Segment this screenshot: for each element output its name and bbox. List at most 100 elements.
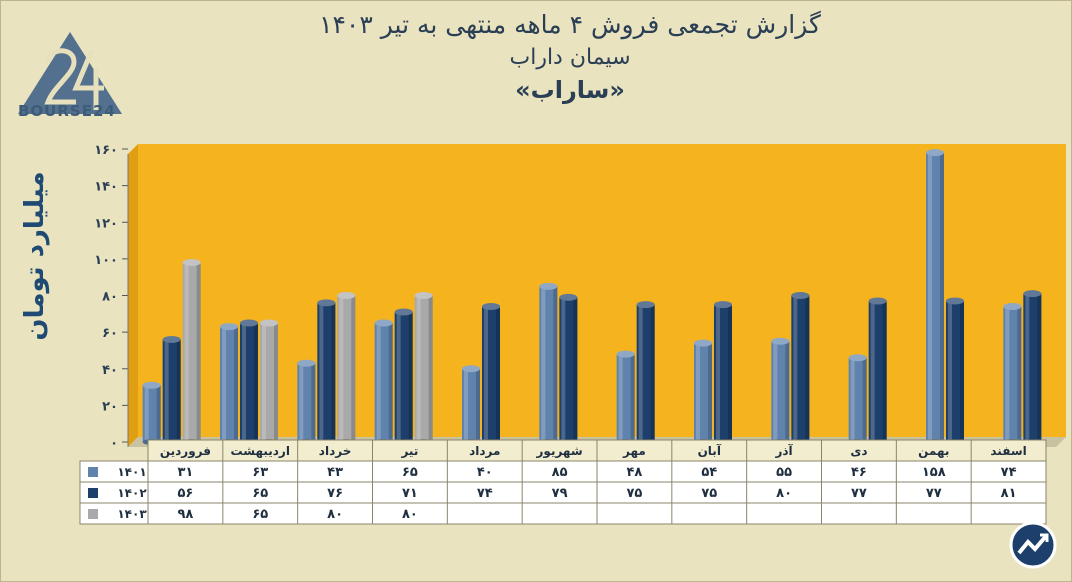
data-label: ۳۱ — [177, 465, 193, 480]
y-tick-label: ۲۰ — [102, 399, 118, 414]
data-label: ۸۰ — [402, 507, 418, 522]
bar-highlight — [396, 311, 401, 442]
bar-highlight — [696, 343, 700, 442]
data-label: ۸۵ — [552, 465, 568, 480]
y-tick-label: ۱۴۰ — [94, 180, 118, 195]
data-label: ۷۷ — [926, 486, 942, 501]
data-label: ۶۵ — [402, 465, 418, 480]
logo-text: BOURSE24 — [18, 102, 116, 120]
y-tick-label: ۶۰ — [102, 326, 118, 341]
data-label: ۷۷ — [851, 486, 867, 501]
y-tick-label: ۴۰ — [102, 363, 118, 378]
bar-shade — [351, 295, 356, 442]
legend-label: ۱۴۰۱ — [117, 465, 146, 479]
data-label: ۸۰ — [327, 507, 343, 522]
legend-label: ۱۴۰۲ — [117, 486, 147, 500]
bar-highlight — [339, 295, 344, 442]
data-label: ۸۱ — [1001, 486, 1017, 501]
bar-shade — [176, 339, 181, 442]
data-label: ۴۸ — [626, 465, 642, 480]
data-label: ۶۵ — [252, 486, 268, 501]
bar-top — [714, 301, 732, 309]
bar-shade — [1017, 306, 1022, 442]
data-label: ۷۵ — [626, 486, 642, 501]
bourse24-logo-icon — [18, 32, 122, 114]
category-label: آذر — [774, 443, 793, 458]
data-label: ۵۵ — [776, 465, 792, 480]
legend-label: ۱۴۰۳ — [117, 507, 147, 521]
bar-highlight — [484, 306, 488, 442]
bar-top — [240, 319, 258, 327]
bar-shade — [785, 341, 790, 442]
bar-top — [220, 323, 238, 331]
category-label: دی — [850, 444, 867, 458]
bar-top — [374, 319, 393, 327]
plot-side-wall — [128, 144, 138, 447]
bar-shade — [388, 322, 393, 442]
data-label: ۵۶ — [177, 486, 193, 501]
bar-shade — [254, 322, 258, 442]
bar-shade — [862, 357, 867, 442]
legend-swatch — [88, 467, 98, 477]
bar-top — [1023, 290, 1042, 298]
bar-top — [317, 299, 336, 307]
data-label: ۷۹ — [552, 486, 568, 501]
y-tick-label: ۱۶۰ — [94, 143, 118, 158]
bar-shade — [630, 354, 635, 442]
title-line-3: «ساراب» — [515, 76, 625, 104]
bar-highlight — [319, 302, 324, 442]
bar-highlight — [716, 304, 720, 442]
data-label: ۴۶ — [851, 465, 867, 480]
legend-swatch — [88, 509, 98, 519]
data-label: ۵۴ — [701, 465, 717, 480]
bar-highlight — [541, 286, 546, 442]
bar-shade — [196, 262, 201, 442]
title-line-1: گزارش تجمعی فروش ۴ ماهه منتهی به تیر ۱۴۰… — [319, 10, 821, 39]
bar-top — [1003, 302, 1022, 310]
bar-top — [297, 359, 316, 367]
bar-shade — [331, 302, 336, 442]
plot-area — [138, 144, 1066, 437]
data-label: ۷۵ — [701, 486, 717, 501]
bar-shade — [960, 300, 964, 442]
bar-highlight — [222, 326, 226, 442]
bar-top — [791, 292, 810, 299]
bar-top — [142, 381, 161, 389]
bar-shade — [156, 385, 161, 442]
bar-shade — [650, 304, 655, 442]
bar-highlight — [928, 152, 932, 442]
bar-top — [182, 259, 201, 267]
bar-shade — [234, 326, 238, 442]
category-label: خرداد — [319, 444, 352, 458]
bar-top — [394, 308, 413, 316]
bar-highlight — [464, 368, 468, 442]
bar-highlight — [299, 363, 304, 442]
bar-shade — [274, 322, 278, 442]
data-label: ۱۵۸ — [922, 465, 946, 480]
bar-top — [848, 354, 867, 362]
bar-highlight — [242, 322, 246, 442]
bar-top — [636, 301, 655, 309]
category-label: فروردین — [160, 444, 211, 459]
bar-highlight — [1005, 306, 1010, 442]
bar-top — [946, 297, 964, 305]
bar-shade — [708, 343, 712, 442]
bar-highlight — [948, 300, 952, 442]
category-label: مهر — [622, 444, 646, 458]
bar-shade — [805, 295, 810, 442]
category-label: شهریور — [536, 444, 583, 459]
bar-highlight — [561, 297, 566, 442]
bar-highlight — [1025, 293, 1030, 442]
y-tick-label: ۱۰۰ — [94, 253, 118, 268]
data-label: ۶۳ — [252, 465, 268, 480]
legend-swatch — [88, 488, 98, 498]
bar-highlight — [184, 262, 189, 442]
bar-top — [260, 319, 278, 327]
bar-top — [616, 350, 635, 358]
category-label: اردیبهشت — [231, 444, 290, 458]
y-tick-label: ۱۲۰ — [94, 216, 118, 231]
category-label: اسفند — [990, 444, 1026, 458]
bar-top — [337, 292, 356, 299]
bar-top — [482, 302, 500, 310]
